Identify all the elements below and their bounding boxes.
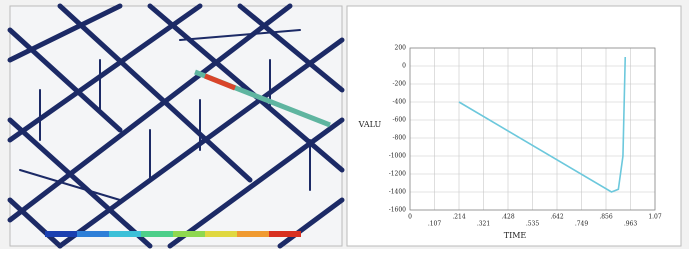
- x-tick-label: 1.07: [648, 214, 662, 221]
- truss-view: [10, 6, 342, 246]
- x-tick-label: .749: [575, 221, 589, 228]
- y-tick-label: -1400: [389, 189, 406, 196]
- x-tick-label: .428: [501, 214, 515, 221]
- y-tick-label: 0: [402, 63, 406, 70]
- x-axis-label: TIME: [504, 231, 527, 240]
- x-tick-label: .535: [526, 221, 540, 228]
- x-tick-label: .214: [452, 214, 466, 221]
- y-tick-label: -600: [393, 117, 407, 124]
- y-tick-label: -800: [393, 135, 407, 142]
- y-tick-label: 200: [395, 45, 407, 52]
- y-tick-label: -400: [393, 99, 407, 106]
- color-legend: [45, 231, 301, 237]
- x-tick-label: .107: [428, 221, 442, 228]
- figure: VALU TIME -1600 -1400 -1200 -1000 -800 -600 -4…: [0, 0, 689, 249]
- x-tick-label: .321: [477, 221, 490, 228]
- y-tick-label: -1200: [389, 171, 406, 178]
- x-tick-label: .963: [624, 221, 638, 228]
- x-tick-label: .856: [599, 214, 613, 221]
- y-tick-label: -200: [393, 81, 407, 88]
- y-axis-label: VALU: [358, 120, 382, 129]
- y-tick-label: -1000: [389, 153, 406, 160]
- page: VALU TIME -1600 -1400 -1200 -1000 -800 -600 -4…: [0, 0, 689, 253]
- x-tick-label: 0: [408, 214, 412, 221]
- x-tick-label: .642: [550, 214, 564, 221]
- y-tick-label: -1600: [389, 207, 406, 214]
